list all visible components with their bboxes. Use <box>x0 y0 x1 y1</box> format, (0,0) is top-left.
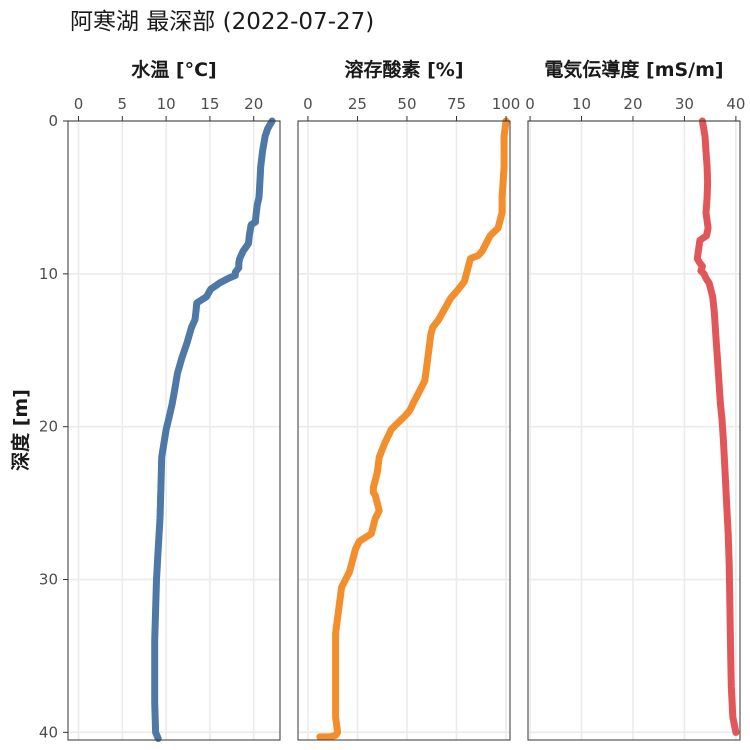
panel-title: 水温 [°C] <box>131 59 216 81</box>
y-tick-label: 0 <box>48 112 58 130</box>
series-line <box>693 117 740 736</box>
x-tick-label: 0 <box>74 95 84 113</box>
panel-1: 0 5 10 15 20 水温 [°C] <box>67 59 281 742</box>
x-tick-label: 20 <box>244 95 263 113</box>
panel-title: 溶存酸素 [%] <box>344 58 463 81</box>
x-tick-label: 40 <box>726 95 745 113</box>
x-tick-label: 10 <box>572 95 591 113</box>
x-tick-label: 100 <box>492 95 521 113</box>
x-tick-label: 75 <box>447 95 466 113</box>
y-tick-label: 20 <box>39 418 58 436</box>
y-tick-label: 40 <box>39 723 58 741</box>
x-tick-label: 20 <box>623 95 642 113</box>
series-line <box>151 117 276 742</box>
x-tick-label: 5 <box>118 95 128 113</box>
x-tick-label: 25 <box>348 95 367 113</box>
x-tick-label: 0 <box>525 95 535 113</box>
panels-layer: 0 5 10 15 20 水温 [°C] 0 25 50 75 100 溶存酸素 [%] 0 10 20 30… <box>67 58 745 742</box>
chart-title: 阿寒湖 最深部 (2022-07-27) <box>70 9 374 35</box>
x-tick-label: 50 <box>397 95 416 113</box>
series-line <box>316 117 510 741</box>
x-tick-label: 30 <box>675 95 694 113</box>
y-axis-label: 深度 [m] <box>9 389 32 471</box>
x-tick-label: 15 <box>200 95 219 113</box>
x-tick-label: 10 <box>157 95 176 113</box>
panel-frame <box>297 120 511 741</box>
y-tick-label: 10 <box>39 265 58 283</box>
panel-frame <box>527 120 741 741</box>
y-tick-label: 30 <box>39 571 58 589</box>
y-axis: 0 10 20 30 40 <box>39 112 68 741</box>
x-tick-label: 0 <box>303 95 313 113</box>
panel-frame <box>67 120 281 741</box>
panel-2: 0 25 50 75 100 溶存酸素 [%] <box>297 58 521 741</box>
panel-title: 電気伝導度 [mS/m] <box>544 58 723 81</box>
